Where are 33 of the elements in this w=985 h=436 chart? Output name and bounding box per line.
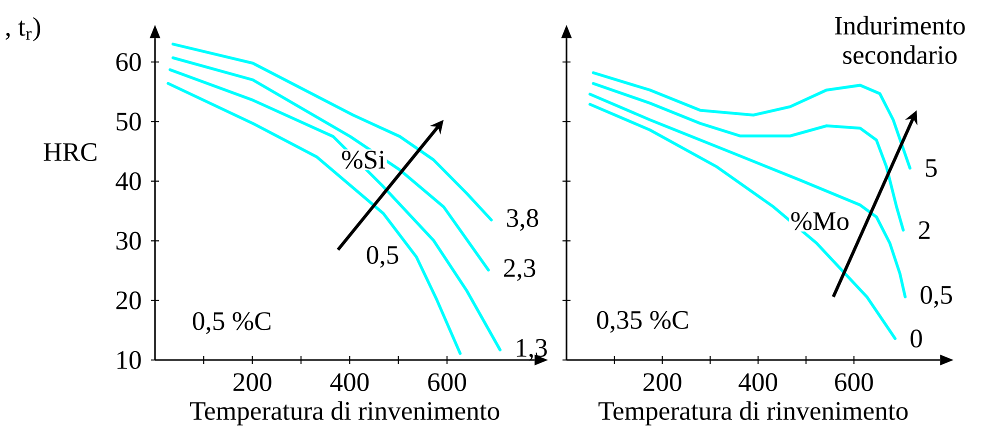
series-label: 2,3 — [504, 259, 536, 281]
series-label: 0 — [910, 330, 922, 348]
x-axis-title: Temperatura di rinvenimento — [598, 401, 908, 426]
y-tick-label: 40 — [116, 172, 141, 190]
y-tick-label: 60 — [116, 53, 141, 71]
line-series — [168, 68, 502, 352]
annotation: Indurimento secondario — [834, 16, 965, 64]
series-label: 0,5 — [920, 286, 952, 308]
annotation: %Mo — [791, 212, 849, 230]
text: , t$_{r}$) — [6, 17, 40, 42]
x-tick-label: 600 — [835, 373, 873, 392]
series-label: 0,5 — [366, 246, 398, 268]
annotation: %Si — [342, 150, 386, 169]
x-tick-label: 200 — [234, 373, 272, 392]
line-series — [172, 56, 490, 272]
x-tick-label: 600 — [428, 373, 466, 392]
line-series — [172, 42, 493, 222]
x-tick-label: 400 — [330, 373, 369, 392]
x-tick-label: 200 — [643, 373, 682, 392]
y-tick-label: 10 — [118, 351, 141, 369]
x-tick-label: 400 — [738, 373, 778, 392]
annotation: 0,5 %C — [192, 312, 270, 334]
y-tick-label: 30 — [116, 232, 141, 250]
y-axis-title: HRC — [44, 143, 96, 162]
series-label: 5 — [926, 159, 937, 177]
series-label: 1,3 — [516, 338, 547, 361]
annotation: 0,35 %C — [597, 310, 688, 333]
series-label: 2 — [918, 221, 930, 239]
y-tick-label: 50 — [116, 112, 141, 131]
series-label: 3,8 — [507, 209, 538, 231]
line-series — [166, 82, 462, 355]
y-tick-label: 20 — [116, 291, 141, 310]
x-axis-title: Temperatura di rinvenimento — [190, 401, 500, 426]
